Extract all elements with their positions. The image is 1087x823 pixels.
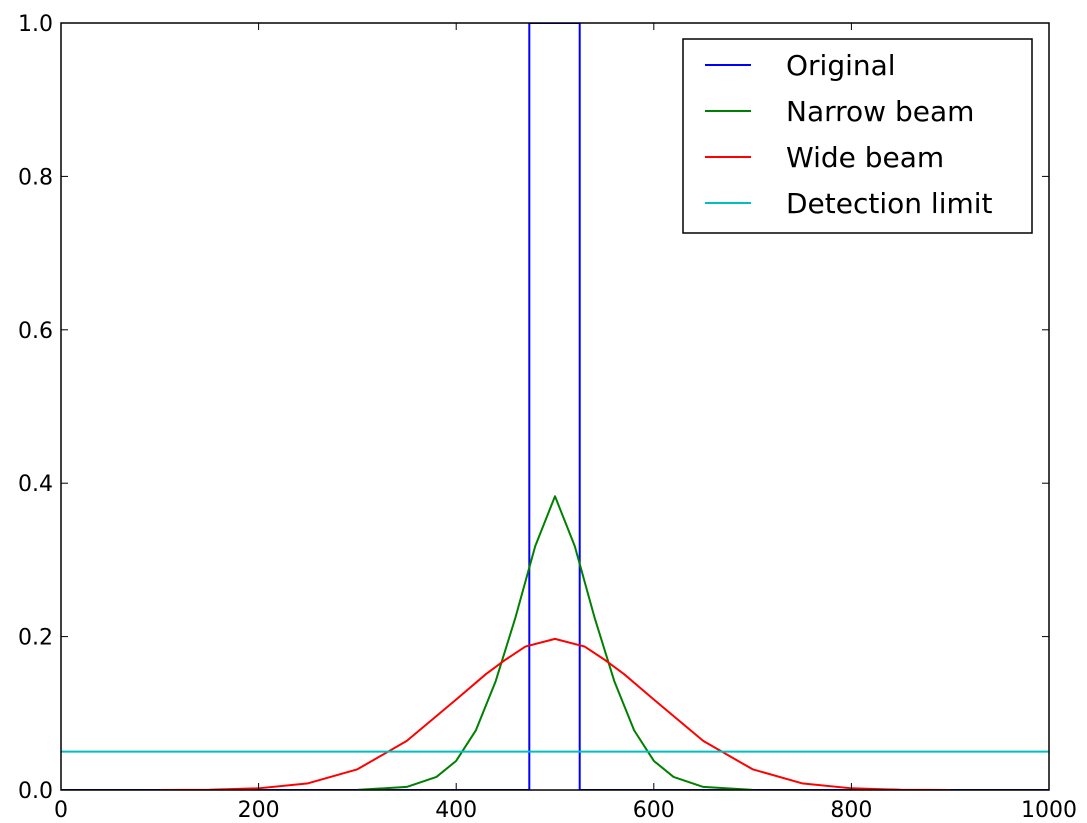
ticks-layer: 0 200 400 600 800 1000 0.0 0.2 0.4 0.6 0.8 1.0 [18, 12, 1077, 823]
legend-label-wide-beam: Wide beam [786, 141, 944, 174]
x-tick-label: 200 [238, 798, 280, 823]
y-tick-label: 0.4 [18, 472, 53, 497]
series-line-wide-beam [159, 637, 951, 790]
legend-label-detection-limit: Detection limit [786, 187, 993, 220]
y-tick-label: 0.0 [18, 779, 53, 804]
legend-label-narrow-beam: Narrow beam [786, 95, 974, 128]
x-tick-label: 600 [633, 798, 675, 823]
y-tick-label: 0.6 [18, 319, 53, 344]
legend: Original Narrow beam Wide beam Detection li… [682, 38, 1033, 234]
y-tick-label: 0.8 [18, 165, 53, 190]
y-tick-label: 0.2 [18, 626, 53, 651]
x-tick-label: 400 [435, 798, 477, 823]
series-layer [61, 23, 1049, 790]
series-line-narrow-beam [357, 495, 753, 790]
legend-label-original: Original [786, 49, 896, 82]
plot-frame [60, 22, 1050, 791]
x-tick-label: 1000 [1021, 798, 1077, 823]
y-tick-label: 1.0 [18, 12, 53, 37]
legend-box [682, 38, 1033, 234]
x-tick-label: 800 [830, 798, 872, 823]
x-tick-label: 0 [54, 798, 68, 823]
